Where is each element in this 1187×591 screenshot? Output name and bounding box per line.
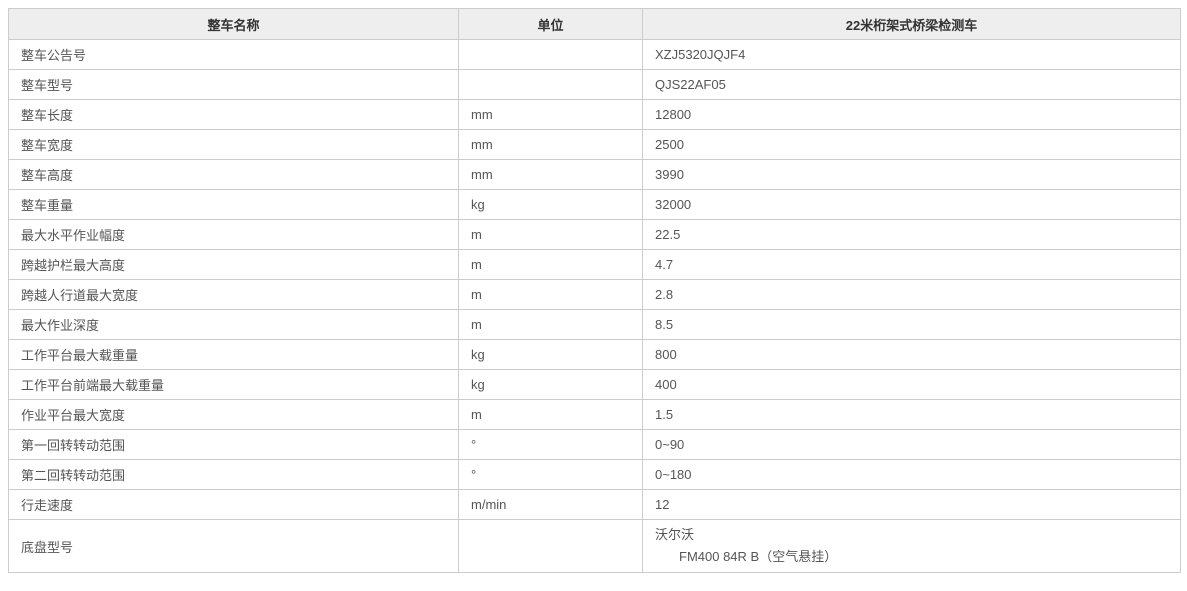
table-header-row: 整车名称 单位 22米桁架式桥梁检测车 bbox=[8, 8, 1181, 40]
table-row: 行走速度 m/min 12 bbox=[8, 489, 1181, 520]
spec-value-cell: 2500 bbox=[642, 129, 1181, 160]
spec-value-cell: 12 bbox=[642, 489, 1181, 520]
spec-value-cell: 0~180 bbox=[642, 459, 1181, 490]
table-row: 最大水平作业幅度 m 22.5 bbox=[8, 219, 1181, 250]
spec-unit-cell bbox=[458, 39, 643, 70]
spec-value-cell: 8.5 bbox=[642, 309, 1181, 340]
table-row: 工作平台最大载重量 kg 800 bbox=[8, 339, 1181, 370]
spec-value-cell: 800 bbox=[642, 339, 1181, 370]
spec-unit-cell: m bbox=[458, 309, 643, 340]
spec-name-cell: 最大作业深度 bbox=[8, 309, 459, 340]
spec-name-cell: 工作平台前端最大载重量 bbox=[8, 369, 459, 400]
spec-name-cell: 最大水平作业幅度 bbox=[8, 219, 459, 250]
spec-unit-cell: m/min bbox=[458, 489, 643, 520]
table-row: 作业平台最大宽度 m 1.5 bbox=[8, 399, 1181, 430]
spec-name-cell: 行走速度 bbox=[8, 489, 459, 520]
spec-value-cell: 2.8 bbox=[642, 279, 1181, 310]
spec-name-cell: 跨越护栏最大高度 bbox=[8, 249, 459, 280]
spec-unit-cell: kg bbox=[458, 369, 643, 400]
table-row: 整车重量 kg 32000 bbox=[8, 189, 1181, 220]
spec-name-cell: 整车宽度 bbox=[8, 129, 459, 160]
spec-name-cell: 第一回转转动范围 bbox=[8, 429, 459, 460]
table-row: 整车公告号 XZJ5320JQJF4 bbox=[8, 39, 1181, 70]
table-row: 第二回转转动范围 ° 0~180 bbox=[8, 459, 1181, 490]
spec-value-line: FM400 84R B（空气悬挂） bbox=[679, 549, 838, 564]
spec-value-cell: 400 bbox=[642, 369, 1181, 400]
header-unit: 单位 bbox=[458, 8, 643, 40]
table-row: 跨越人行道最大宽度 m 2.8 bbox=[8, 279, 1181, 310]
table-row: 整车型号 QJS22AF05 bbox=[8, 69, 1181, 100]
spec-unit-cell bbox=[458, 69, 643, 100]
spec-name-cell: 整车型号 bbox=[8, 69, 459, 100]
table-row: 第一回转转动范围 ° 0~90 bbox=[8, 429, 1181, 460]
spec-value-cell: 32000 bbox=[642, 189, 1181, 220]
table-row: 整车宽度 mm 2500 bbox=[8, 129, 1181, 160]
spec-name-cell: 作业平台最大宽度 bbox=[8, 399, 459, 430]
header-vehicle-name: 整车名称 bbox=[8, 8, 459, 40]
table-row: 跨越护栏最大高度 m 4.7 bbox=[8, 249, 1181, 280]
spec-table-body: 整车公告号 XZJ5320JQJF4 整车型号 QJS22AF05 整车长度 m… bbox=[8, 39, 1181, 573]
spec-unit-cell: m bbox=[458, 249, 643, 280]
spec-value-cell: 22.5 bbox=[642, 219, 1181, 250]
spec-unit-cell: kg bbox=[458, 189, 643, 220]
spec-unit-cell: mm bbox=[458, 159, 643, 190]
table-row: 整车高度 mm 3990 bbox=[8, 159, 1181, 190]
spec-unit-cell bbox=[458, 519, 643, 573]
spec-unit-cell: ° bbox=[458, 459, 643, 490]
spec-unit-cell: ° bbox=[458, 429, 643, 460]
vehicle-spec-table: 整车名称 单位 22米桁架式桥梁检测车 整车公告号 XZJ5320JQJF4 整… bbox=[8, 8, 1181, 573]
spec-value-cell: XZJ5320JQJF4 bbox=[642, 39, 1181, 70]
spec-name-cell: 第二回转转动范围 bbox=[8, 459, 459, 490]
spec-name-cell: 整车重量 bbox=[8, 189, 459, 220]
spec-unit-cell: m bbox=[458, 279, 643, 310]
spec-value-cell: 3990 bbox=[642, 159, 1181, 190]
spec-unit-cell: kg bbox=[458, 339, 643, 370]
spec-name-cell: 工作平台最大载重量 bbox=[8, 339, 459, 370]
spec-value-cell: 0~90 bbox=[642, 429, 1181, 460]
table-row: 整车长度 mm 12800 bbox=[8, 99, 1181, 130]
spec-unit-cell: mm bbox=[458, 99, 643, 130]
table-row: 工作平台前端最大载重量 kg 400 bbox=[8, 369, 1181, 400]
spec-unit-cell: mm bbox=[458, 129, 643, 160]
header-model: 22米桁架式桥梁检测车 bbox=[642, 8, 1181, 40]
spec-value-cell: 12800 bbox=[642, 99, 1181, 130]
spec-value-cell: 沃尔沃 FM400 84R B（空气悬挂） bbox=[642, 519, 1181, 573]
table-row: 底盘型号 沃尔沃 FM400 84R B（空气悬挂） bbox=[8, 519, 1181, 573]
spec-value-cell: 4.7 bbox=[642, 249, 1181, 280]
spec-unit-cell: m bbox=[458, 219, 643, 250]
spec-value-line: 沃尔沃 bbox=[655, 527, 695, 542]
spec-unit-cell: m bbox=[458, 399, 643, 430]
spec-name-cell: 整车长度 bbox=[8, 99, 459, 130]
spec-name-cell: 整车高度 bbox=[8, 159, 459, 190]
spec-name-cell: 底盘型号 bbox=[8, 519, 459, 573]
table-row: 最大作业深度 m 8.5 bbox=[8, 309, 1181, 340]
spec-value-cell: QJS22AF05 bbox=[642, 69, 1181, 100]
spec-name-cell: 跨越人行道最大宽度 bbox=[8, 279, 459, 310]
spec-name-cell: 整车公告号 bbox=[8, 39, 459, 70]
spec-value-cell: 1.5 bbox=[642, 399, 1181, 430]
